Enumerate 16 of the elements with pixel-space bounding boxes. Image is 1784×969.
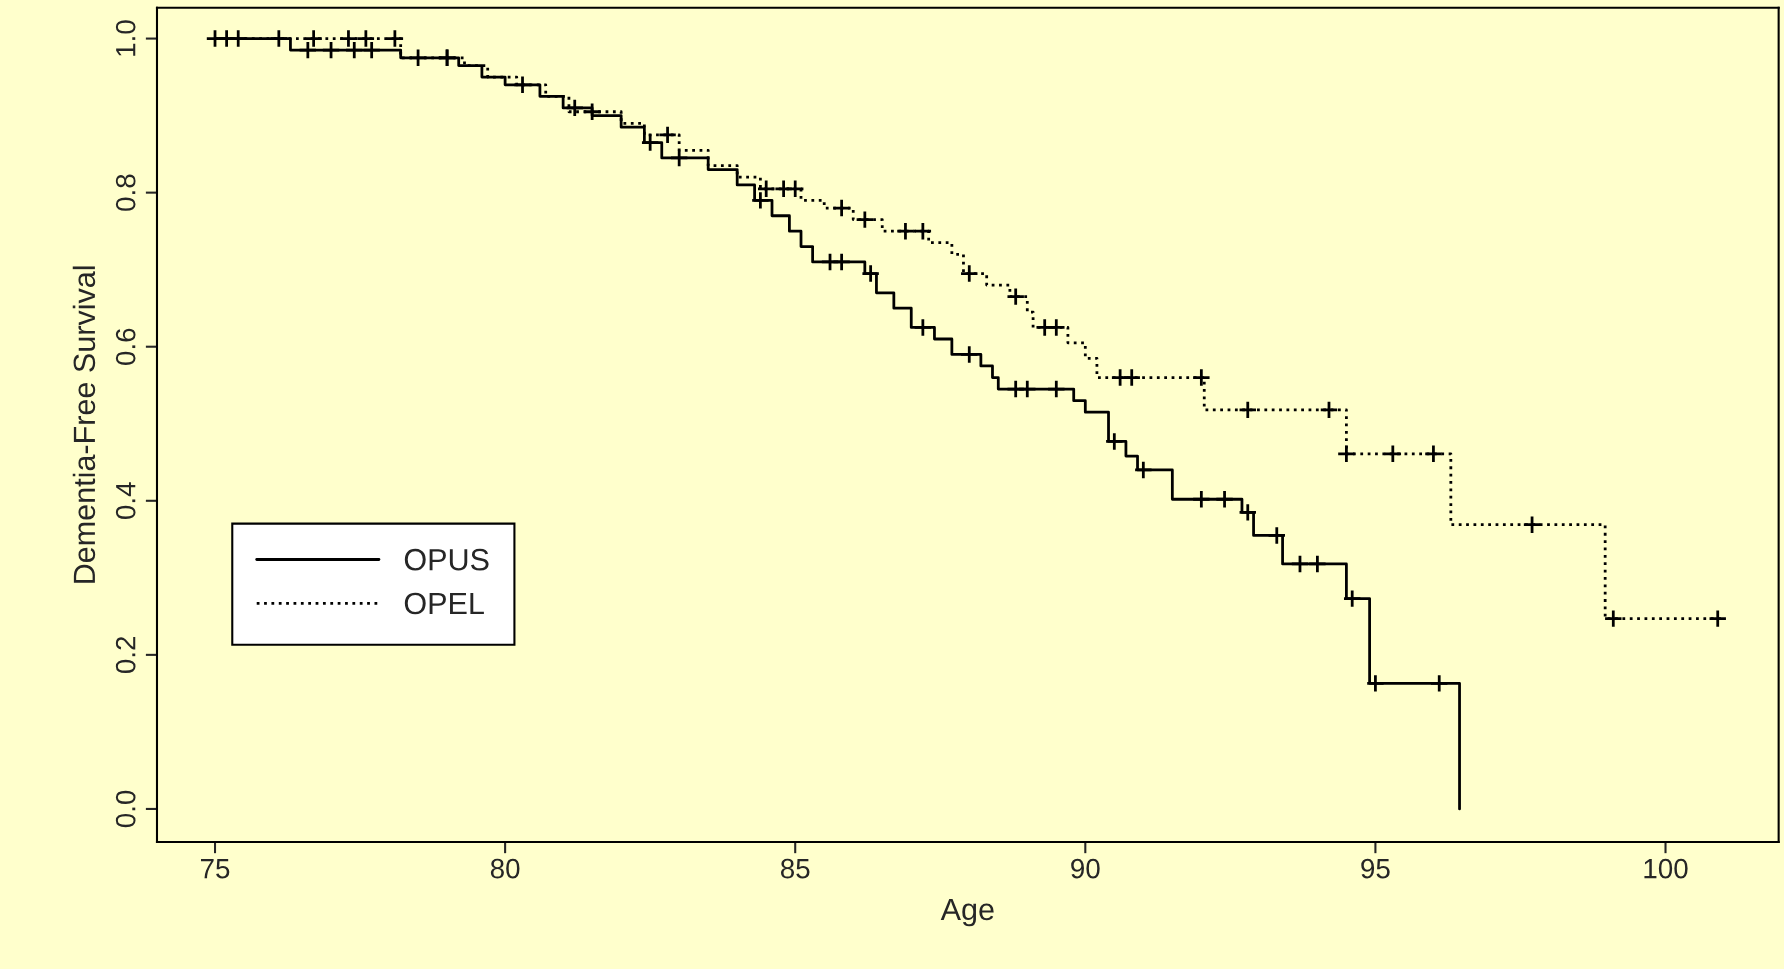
x-tick-label: 95 bbox=[1361, 858, 1390, 879]
x-tick-label: 100 bbox=[1644, 858, 1688, 879]
y-tick-label: 1.0 bbox=[115, 20, 136, 56]
y-tick-label: 0.2 bbox=[115, 636, 136, 674]
y-tick-label: 0.8 bbox=[115, 174, 136, 211]
x-tick-label: 75 bbox=[200, 859, 230, 879]
x-axis-title: Age bbox=[940, 898, 994, 927]
legend-label: OPUS bbox=[404, 548, 489, 571]
x-tick-label: 85 bbox=[780, 858, 810, 879]
x-tick-label: 80 bbox=[490, 858, 520, 879]
x-tick-label: 90 bbox=[1071, 858, 1100, 879]
legend-label: OPEL bbox=[404, 592, 484, 615]
y-axis-title: Dementia-Free Survival bbox=[72, 266, 96, 583]
y-tick-label: 0.6 bbox=[115, 328, 136, 365]
y-tick-label: 0.0 bbox=[115, 790, 136, 828]
y-tick-label: 0.4 bbox=[115, 482, 136, 520]
